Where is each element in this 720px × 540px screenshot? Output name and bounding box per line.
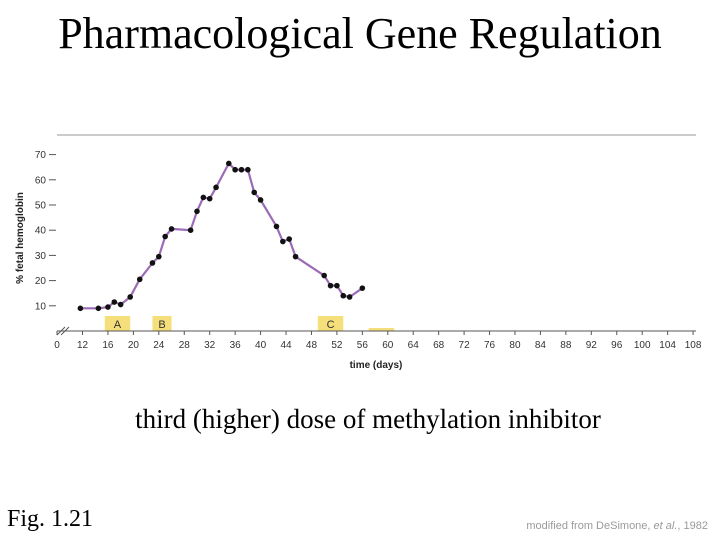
data-point-23 <box>280 238 286 245</box>
x-tick-label-56: 56 <box>357 340 369 351</box>
data-point-26 <box>321 272 327 279</box>
data-point-22 <box>273 223 280 230</box>
data-point-17 <box>232 166 238 173</box>
x-tick-label-36: 36 <box>230 340 242 351</box>
data-point-11 <box>187 227 194 233</box>
slide-caption: third (higher) dose of methylation inhib… <box>135 404 601 434</box>
data-point-19 <box>245 166 251 173</box>
dose-box-label-B: B <box>158 319 165 331</box>
y-tick-label-60: 60 <box>35 175 47 186</box>
dose-box-B <box>152 316 172 331</box>
data-point-25 <box>292 253 299 260</box>
x-tick-label-108: 108 <box>685 340 702 351</box>
y-tick-label-50: 50 <box>35 201 47 212</box>
x-tick-label-0: 0 <box>54 340 60 351</box>
x-tick-label-64: 64 <box>408 340 420 351</box>
data-point-14 <box>206 195 213 202</box>
x-tick-label-24: 24 <box>153 340 165 351</box>
y-tick-label-70: 70 <box>35 150 47 161</box>
credit-etal: et al. <box>653 520 678 532</box>
x-tick-label-32: 32 <box>204 340 216 351</box>
y-tick-label-30: 30 <box>35 251 47 262</box>
data-point-8 <box>156 253 162 260</box>
data-point-12 <box>194 208 200 215</box>
x-tick-label-68: 68 <box>433 340 445 351</box>
data-point-27 <box>327 282 334 289</box>
x-tick-label-44: 44 <box>280 340 292 351</box>
source-credit: modified from DeSimone, et al., 1982 <box>526 520 708 532</box>
y-tick-label-10: 10 <box>35 301 47 312</box>
credit-prefix: modified from De <box>526 520 611 532</box>
x-tick-label-16: 16 <box>102 340 114 351</box>
dose-box-label-A: A <box>114 319 122 331</box>
fetal-hemoglobin-chart: A B C 10 20 30 40 50 60 70 0 12 16 20 24 28 32 36 40 44 48 5… <box>15 134 702 371</box>
series-line-0 <box>80 162 363 310</box>
data-point-9 <box>162 233 168 240</box>
data-point-1 <box>95 305 102 312</box>
dose-box-C <box>317 316 344 331</box>
dose-box-label-C: C <box>327 319 335 331</box>
data-point-15 <box>213 184 219 191</box>
x-tick-label-40: 40 <box>255 340 267 351</box>
dose-box-3 <box>368 328 395 331</box>
dose-box-A <box>104 316 131 331</box>
x-axis-title: time (days) <box>350 360 403 371</box>
data-point-5 <box>127 294 133 300</box>
x-tick-label-88: 88 <box>560 340 572 351</box>
credit-name: Simone, <box>610 520 654 532</box>
data-point-6 <box>136 276 143 283</box>
x-tick-label-48: 48 <box>306 340 318 351</box>
credit-suffix: , 1982 <box>677 520 708 532</box>
axis-break-mark-2 <box>60 326 70 336</box>
x-tick-label-76: 76 <box>484 340 496 351</box>
data-point-29 <box>340 292 347 299</box>
slide-title: Pharmacological Gene Regulation <box>58 9 662 58</box>
data-point-28 <box>334 282 340 289</box>
x-tick-label-60: 60 <box>382 340 394 351</box>
x-tick-label-52: 52 <box>331 340 343 351</box>
data-point-30 <box>346 294 353 300</box>
data-point-4 <box>117 301 124 308</box>
y-axis-title: % fetal hemoglobin <box>15 192 26 284</box>
axis-break-mark-1 <box>56 326 66 336</box>
y-tick-label-40: 40 <box>35 226 47 237</box>
data-point-10 <box>168 226 175 232</box>
x-tick-label-80: 80 <box>509 340 521 351</box>
data-point-13 <box>200 194 207 201</box>
data-point-2 <box>105 304 111 310</box>
x-tick-label-100: 100 <box>634 340 651 351</box>
x-tick-label-92: 92 <box>586 340 598 351</box>
x-tick-label-28: 28 <box>179 340 191 351</box>
data-point-16 <box>225 160 232 167</box>
x-tick-label-96: 96 <box>611 340 623 351</box>
data-point-3 <box>111 299 118 305</box>
y-tick-label-20: 20 <box>35 276 47 287</box>
data-point-18 <box>238 166 245 173</box>
data-point-31 <box>359 285 366 291</box>
x-tick-label-84: 84 <box>535 340 547 351</box>
data-point-0 <box>77 305 84 312</box>
figure-label: Fig. 1.21 <box>7 506 94 532</box>
x-tick-label-72: 72 <box>459 340 471 351</box>
x-tick-label-104: 104 <box>659 340 676 351</box>
data-point-7 <box>149 260 156 266</box>
data-point-24 <box>286 236 293 242</box>
data-point-21 <box>257 197 264 203</box>
data-point-20 <box>251 189 258 196</box>
x-tick-label-12: 12 <box>77 340 89 351</box>
x-tick-label-20: 20 <box>128 340 140 351</box>
